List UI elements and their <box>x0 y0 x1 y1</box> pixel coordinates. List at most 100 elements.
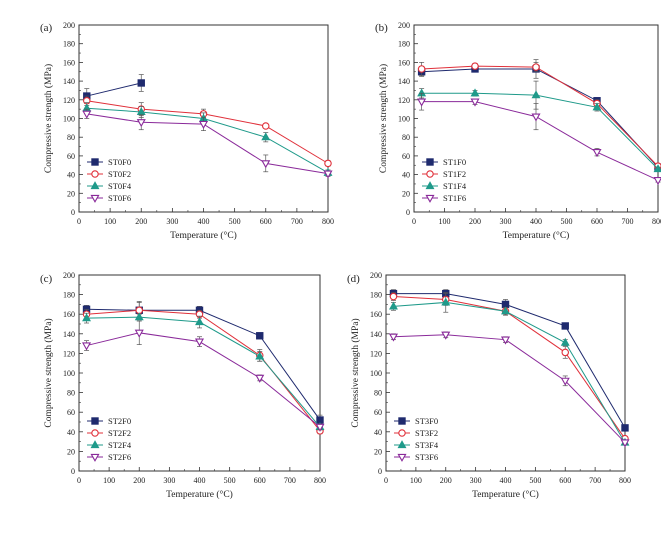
chart-2-series-st1f6 <box>417 92 661 186</box>
chart-3-x-tick-label: 800 <box>314 476 326 485</box>
chart-1-x-tick-label: 600 <box>260 217 272 226</box>
chart-2-data-point-st1f6 <box>653 177 661 186</box>
chart-3-y-tick-label: 160 <box>63 310 75 319</box>
chart-3-x-tick-label: 300 <box>163 476 175 485</box>
chart-1-legend-label: ST0F4 <box>108 181 132 191</box>
chart-2-legend-label: ST1F4 <box>443 181 467 191</box>
chart-3-x-tick-label: 400 <box>194 476 206 485</box>
chart-4-legend-entry: ST3F2 <box>394 428 438 438</box>
chart-4-x-tick-label: 0 <box>384 476 388 485</box>
chart-4-y-tick-label: 180 <box>370 291 382 300</box>
chart-4-x-tick-label: 200 <box>440 476 452 485</box>
chart-4-data-point-st3f6 <box>500 336 511 345</box>
chart-1-x-tick-label: 800 <box>322 217 334 226</box>
chart-3-y-axis-title: Compressive strength (MPa) <box>43 318 54 427</box>
chart-3-panel: (c) 0 20 40 60 80 100 120 140 160 180 200 0 100 200 300… <box>40 271 326 500</box>
chart-4-data-point-st3f2 <box>561 348 569 357</box>
chart-3-y-tick-label: 200 <box>63 271 75 280</box>
chart-1-legend-marker <box>90 181 100 190</box>
chart-1-y-tick-label: 200 <box>63 21 75 30</box>
chart-1-data-point-st0f0 <box>137 79 145 87</box>
chart-3-x-tick-label: 500 <box>224 476 236 485</box>
chart-1-data-point-st0f2 <box>324 159 332 168</box>
chart-1-legend-marker <box>91 170 99 178</box>
chart-4-legend-entry: ST3F6 <box>394 452 438 462</box>
chart-1-x-tick-label: 200 <box>135 217 147 226</box>
chart-3-data-point-st2f4 <box>195 317 204 326</box>
chart-3-x-tick-label: 100 <box>103 476 115 485</box>
chart-2-legend-marker <box>425 194 435 203</box>
chart-1-series-st0f2 <box>83 95 332 168</box>
chart-4-y-tick-label: 60 <box>374 408 382 417</box>
chart-4-legend-marker <box>397 453 407 462</box>
chart-3-x-tick-label: 700 <box>284 476 296 485</box>
chart-1-data-point-st0f2 <box>261 122 270 130</box>
chart-4-x-tick-label: 700 <box>589 476 601 485</box>
chart-1-data-point-st0f4 <box>261 132 271 141</box>
chart-2-y-axis-title: Compressive strength (MPa) <box>378 64 389 173</box>
chart-4-legend-label: ST3F2 <box>415 428 438 438</box>
chart-3-legend-entry: ST2F4 <box>87 440 132 450</box>
chart-1-x-tick-label: 500 <box>229 217 241 226</box>
chart-3-y-tick-label: 60 <box>67 408 75 417</box>
chart-1-data-point-st0f6 <box>136 119 146 128</box>
chart-2-x-axis-title: Temperature (°C) <box>503 230 570 241</box>
chart-4-panel: (d) 0 20 40 60 80 100 120 140 160 180 200 0 100 200 300… <box>347 271 631 500</box>
chart-2-y-tick-label: 200 <box>398 21 410 30</box>
chart-2-legend-label: ST1F0 <box>443 157 466 167</box>
chart-3-x-tick-label: 0 <box>77 476 81 485</box>
chart-4-x-tick-label: 400 <box>500 476 512 485</box>
chart-3-series-line-st2f6 <box>86 332 321 428</box>
chart-3-y-tick-label: 100 <box>63 369 75 378</box>
chart-4-data-point-st3f6 <box>441 331 451 340</box>
chart-1-y-tick-label: 40 <box>67 171 75 180</box>
chart-3-y-tick-label: 120 <box>63 349 75 358</box>
chart-4-y-tick-label: 20 <box>374 447 382 456</box>
chart-1-legend-label: ST0F6 <box>108 193 131 203</box>
chart-2-x-tick-label: 300 <box>500 217 512 226</box>
chart-3-data-point-st2f0 <box>256 332 264 340</box>
chart-1-y-tick-label: 60 <box>67 152 75 161</box>
chart-3-y-tick-label: 20 <box>67 447 75 456</box>
chart-1-legend-marker <box>90 194 100 203</box>
chart-4-x-tick-label: 800 <box>619 476 631 485</box>
chart-1-legend-entry: ST0F2 <box>87 169 131 179</box>
chart-3-data-point-st2f6 <box>81 342 92 351</box>
chart-3-legend-label: ST2F6 <box>108 452 131 462</box>
chart-1-legend-entry: ST0F6 <box>87 193 131 203</box>
chart-1-y-tick-label: 120 <box>63 96 75 105</box>
chart-1-y-tick-label: 140 <box>63 77 75 86</box>
chart-4-legend-marker <box>398 417 406 425</box>
chart-1-y-tick-label: 160 <box>63 58 75 67</box>
chart-1-y-tick-label: 20 <box>67 189 75 198</box>
chart-2-data-point-st1f6 <box>417 98 427 107</box>
chart-4-x-tick-label: 100 <box>410 476 422 485</box>
chart-4-y-tick-label: 140 <box>370 330 382 339</box>
chart-1-legend-entry: ST0F0 <box>87 157 131 167</box>
chart-4-x-tick-label: 600 <box>559 476 571 485</box>
chart-4-legend-entry: ST3F0 <box>394 416 438 426</box>
chart-2-panel-label: (b) <box>375 22 388 34</box>
chart-4-y-tick-label: 120 <box>370 349 382 358</box>
chart-3-series-st2f0 <box>82 301 324 426</box>
chart-2-legend-entry: ST1F4 <box>422 181 467 191</box>
chart-1-y-tick-label: 0 <box>71 208 75 217</box>
chart-3-y-tick-label: 40 <box>67 428 75 437</box>
chart-2-y-tick-label: 140 <box>398 77 410 86</box>
chart-1-legend-label: ST0F2 <box>108 169 131 179</box>
chart-4-data-point-st3f0 <box>561 322 569 330</box>
chart-3-legend-marker <box>90 440 100 449</box>
chart-2-x-tick-label: 400 <box>530 217 542 226</box>
chart-2-y-tick-label: 100 <box>398 115 410 124</box>
chart-2-x-tick-label: 800 <box>652 217 661 226</box>
chart-3-series-st2f4 <box>82 312 325 431</box>
chart-2-series-st1f2 <box>417 62 661 170</box>
chart-1-legend-label: ST0F0 <box>108 157 131 167</box>
chart-2-x-tick-label: 200 <box>469 217 481 226</box>
chart-3-legend-marker <box>91 429 99 437</box>
chart-2-data-point-st1f2 <box>471 62 479 70</box>
chart-3-legend-marker <box>90 453 100 462</box>
chart-4-legend-entry: ST3F4 <box>394 440 439 450</box>
chart-3-y-tick-label: 180 <box>63 291 75 300</box>
chart-3-data-point-st2f4 <box>82 313 91 322</box>
